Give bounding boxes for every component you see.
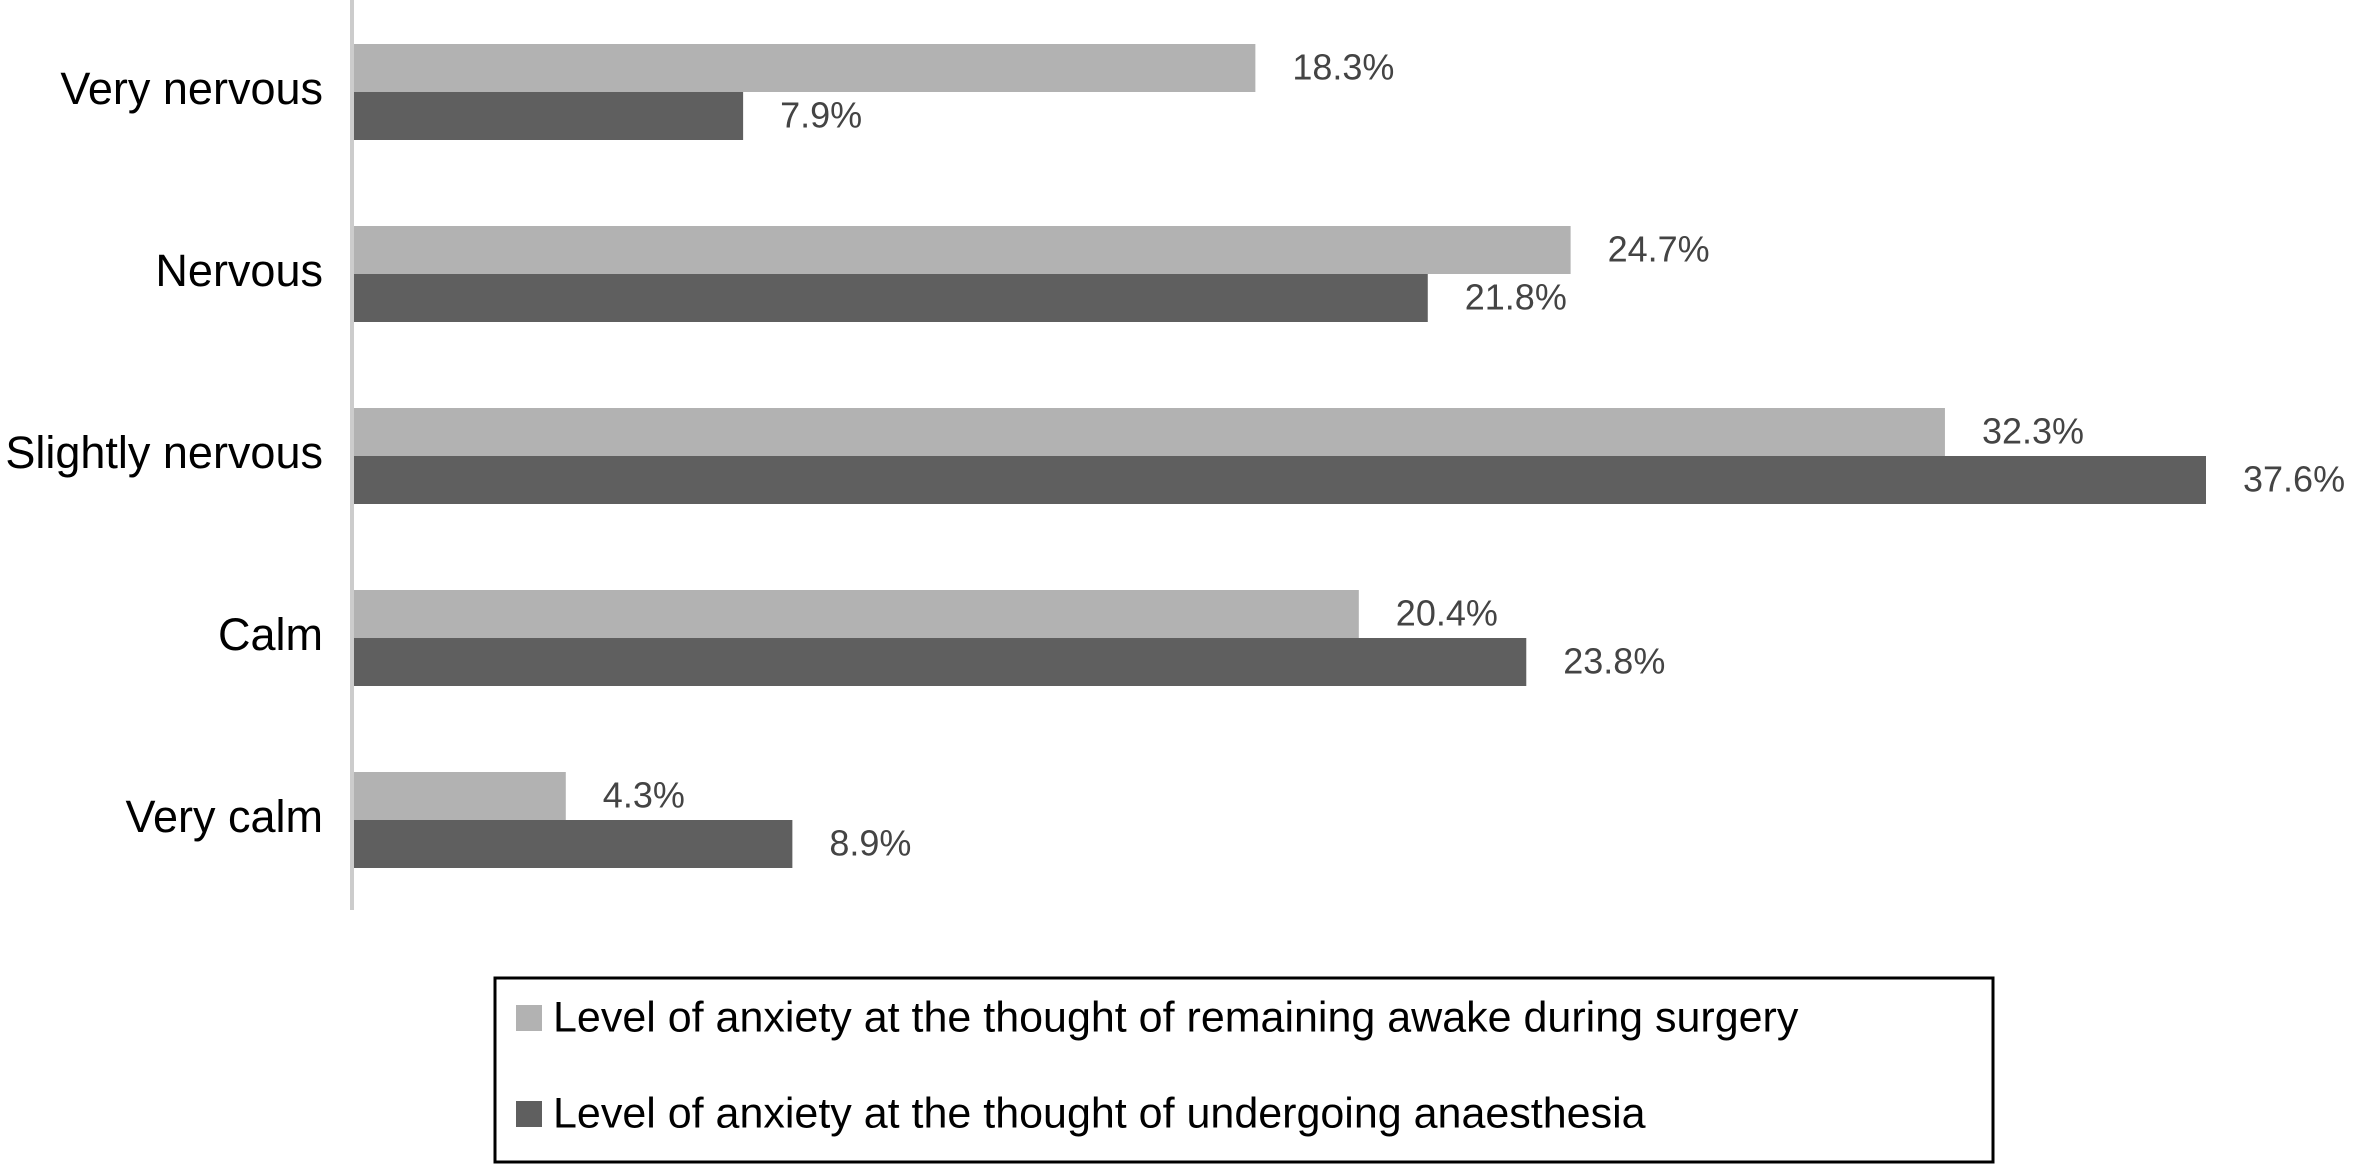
- y-tick-label: Slightly nervous: [5, 427, 323, 478]
- bar: [354, 456, 2206, 504]
- data-label: 18.3%: [1292, 47, 1394, 88]
- bar: [354, 274, 1428, 322]
- bar: [354, 638, 1527, 686]
- bar: [354, 820, 793, 868]
- data-label: 32.3%: [1982, 411, 2084, 452]
- bar: [354, 772, 566, 820]
- legend-swatch: [516, 1101, 542, 1127]
- bar: [354, 226, 1571, 274]
- legend-box: [493, 976, 1995, 1164]
- bar: [354, 44, 1256, 92]
- legend-label: Level of anxiety at the thought of under…: [553, 1089, 1646, 1137]
- data-label: 7.9%: [780, 95, 862, 136]
- data-label: 23.8%: [1563, 641, 1665, 682]
- y-tick-label: Very calm: [125, 791, 323, 842]
- data-label: 37.6%: [2243, 459, 2345, 500]
- data-label: 4.3%: [603, 775, 685, 816]
- legend-swatch: [516, 1005, 542, 1031]
- bar: [354, 92, 744, 140]
- y-tick-label: Very nervous: [60, 63, 323, 114]
- bar: [354, 590, 1359, 638]
- bar: [354, 408, 1945, 456]
- legend-label: Level of anxiety at the thought of remai…: [553, 993, 1799, 1041]
- y-tick-label: Nervous: [155, 245, 323, 296]
- data-label: 21.8%: [1465, 277, 1567, 318]
- y-tick-label: Calm: [218, 609, 323, 660]
- data-label: 20.4%: [1396, 593, 1498, 634]
- data-label: 8.9%: [829, 823, 911, 864]
- data-label: 24.7%: [1608, 229, 1710, 270]
